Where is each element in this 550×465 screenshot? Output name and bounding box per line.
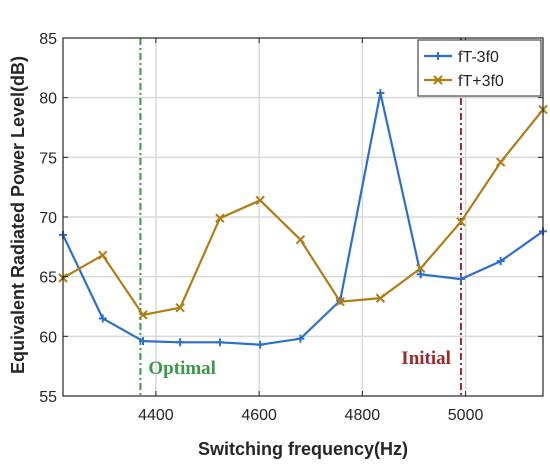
data-point	[256, 340, 265, 349]
data-point	[335, 297, 345, 307]
x-tick-label: 4800	[345, 407, 381, 424]
legend-item: fT+3f0	[424, 73, 504, 90]
data-point	[416, 270, 425, 279]
legend-marker	[434, 52, 442, 60]
annotation-label-initial: Initial	[401, 348, 451, 369]
legend-label: fT+3f0	[458, 73, 504, 90]
y-tick-label: 70	[39, 210, 57, 227]
data-point	[215, 338, 224, 347]
legend: fT-3f0 fT+3f0	[417, 39, 542, 97]
data-point	[495, 157, 506, 167]
data-point	[255, 195, 265, 206]
y-tick-label: 55	[39, 389, 57, 406]
x-axis-title: Switching frequency(Hz)	[198, 439, 408, 459]
legend-label: fT-3f0	[458, 49, 499, 66]
data-point	[456, 275, 465, 284]
series-fT-3f0	[59, 88, 547, 349]
data-point	[139, 337, 147, 346]
x-tick-label: 4400	[138, 407, 174, 424]
data-point	[295, 234, 306, 245]
series-line	[62, 108, 544, 316]
data-point	[296, 334, 305, 343]
data-point	[98, 250, 108, 260]
y-tick-label: 75	[39, 150, 57, 167]
legend-box	[417, 39, 542, 97]
data-point	[456, 217, 466, 227]
data-point	[138, 310, 148, 320]
data-point	[98, 314, 107, 323]
legend-item: fT-3f0	[424, 49, 499, 66]
data-point	[415, 263, 426, 274]
data-point	[176, 338, 185, 347]
tick-labels: 4400 4600 4800 5000 55 60 65 70 75 80 85	[39, 31, 543, 424]
y-axis-title: Equivalent Radiated Power Level(dB)	[8, 56, 28, 374]
annotation-labels: Optimal Initial	[148, 348, 451, 379]
data-point	[496, 257, 505, 266]
series-line	[62, 91, 544, 346]
series-fT+3f0	[58, 104, 548, 320]
x-tick-label: 4600	[241, 407, 277, 424]
data-point	[215, 213, 225, 223]
y-tick-label: 80	[39, 91, 57, 108]
annotation-label-optimal: Optimal	[148, 358, 216, 379]
data-point	[375, 293, 386, 303]
data-point	[175, 302, 185, 313]
data-point	[376, 88, 385, 97]
x-tick-label: 5000	[448, 407, 484, 424]
y-tick-label: 65	[39, 270, 57, 287]
y-tick-label: 85	[39, 31, 57, 48]
y-tick-label: 60	[39, 329, 57, 346]
legend-marker	[433, 75, 443, 85]
series-layer	[58, 88, 548, 349]
